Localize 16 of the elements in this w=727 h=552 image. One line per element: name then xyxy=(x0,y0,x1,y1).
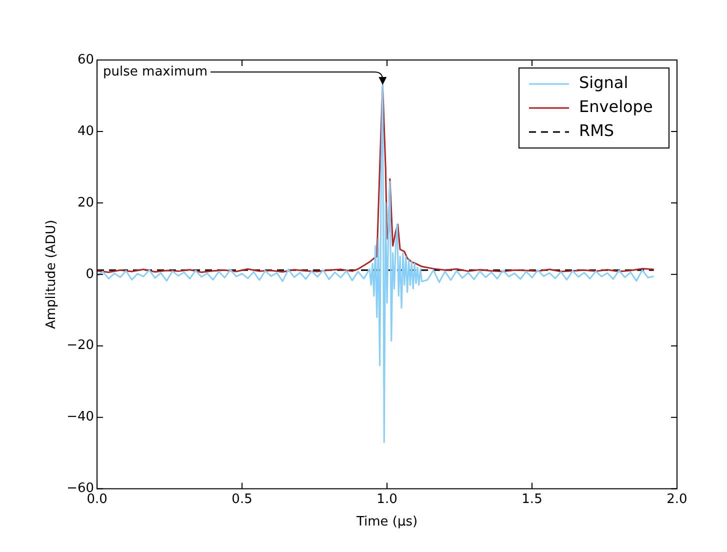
y-tick-label: −40 xyxy=(66,410,94,425)
y-tick-label: −20 xyxy=(66,338,94,354)
annotation: pulse maximum xyxy=(103,64,208,80)
legend-label: Signal xyxy=(579,73,628,92)
x-axis-title: Time (μs) xyxy=(355,514,418,530)
y-tick-label: 0 xyxy=(86,266,94,282)
legend-label: Envelope xyxy=(579,97,653,116)
y-tick-label: 20 xyxy=(77,195,94,210)
x-tick-label: 0.5 xyxy=(232,492,252,507)
x-tick-label: 1.0 xyxy=(376,492,398,507)
y-tick-label: 60 xyxy=(77,52,94,68)
legend-label: RMS xyxy=(579,121,614,140)
x-tick-label: 1.5 xyxy=(522,492,542,507)
y-axis-title: Amplitude (ADU) xyxy=(44,220,60,330)
y-tick-label: 40 xyxy=(77,124,94,139)
x-tick-label: 2.0 xyxy=(666,492,688,507)
